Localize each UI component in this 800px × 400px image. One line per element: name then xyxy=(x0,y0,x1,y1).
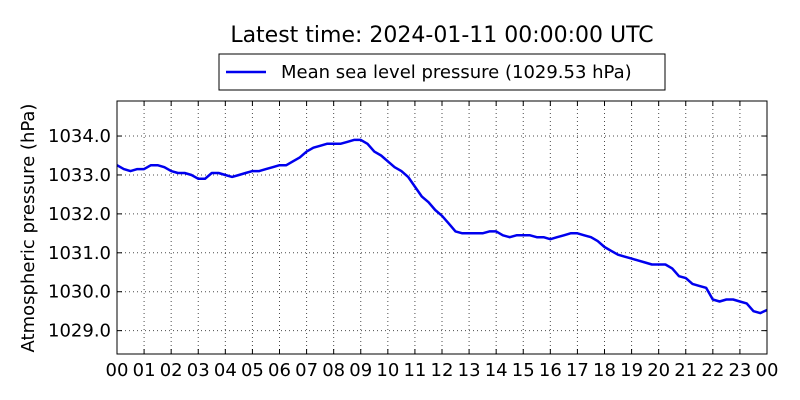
x-tick-label: 00 xyxy=(756,360,779,381)
y-tick-labels: 1029.0 1030.0 1031.0 1032.0 1033.0 1034.0 xyxy=(48,126,111,342)
x-tick-label: 05 xyxy=(241,360,264,381)
x-tick-label: 23 xyxy=(728,360,751,381)
grid xyxy=(117,101,767,354)
chart-title: Latest time: 2024-01-11 00:00:00 UTC xyxy=(230,23,653,48)
x-tick-label: 00 xyxy=(106,360,129,381)
y-tick-label: 1030.0 xyxy=(48,282,111,303)
x-tick-label: 12 xyxy=(431,360,454,381)
x-tick-label: 02 xyxy=(160,360,183,381)
tick-marks xyxy=(116,101,768,354)
x-tick-label: 22 xyxy=(701,360,724,381)
x-tick-label: 16 xyxy=(539,360,562,381)
x-tick-label: 17 xyxy=(566,360,589,381)
x-tick-label: 08 xyxy=(322,360,345,381)
x-tick-label: 04 xyxy=(214,360,237,381)
y-tick-label: 1033.0 xyxy=(48,165,111,186)
series-line-mean-sea-level-pressure xyxy=(116,138,768,315)
x-tick-label: 20 xyxy=(647,360,670,381)
y-tick-label: 1034.0 xyxy=(48,126,111,147)
x-tick-label: 14 xyxy=(485,360,508,381)
legend-box xyxy=(218,53,666,91)
x-tick-label: 18 xyxy=(593,360,616,381)
legend: Mean sea level pressure (1029.53 hPa) xyxy=(218,53,666,91)
x-tick-label: 21 xyxy=(674,360,697,381)
y-tick-label: 1032.0 xyxy=(48,204,111,225)
x-tick-label: 09 xyxy=(349,360,372,381)
x-tick-label: 15 xyxy=(512,360,535,381)
x-tick-label: 10 xyxy=(376,360,399,381)
x-tick-label: 11 xyxy=(403,360,426,381)
legend-label: Mean sea level pressure (1029.53 hPa) xyxy=(281,62,632,83)
y-axis-label: Atmospheric pressure (hPa) xyxy=(18,104,39,353)
x-tick-labels: 00 01 02 03 04 05 06 07 08 09 10 11 12 13 14 15 16 17 18 19… xyxy=(106,360,779,381)
x-tick-label: 07 xyxy=(295,360,318,381)
x-tick-label: 01 xyxy=(133,360,156,381)
series-layer xyxy=(116,138,768,315)
y-tick-label: 1029.0 xyxy=(48,321,111,342)
x-tick-label: 06 xyxy=(268,360,291,381)
x-tick-label: 13 xyxy=(458,360,481,381)
x-tick-label: 19 xyxy=(620,360,643,381)
y-tick-label: 1031.0 xyxy=(48,243,111,264)
x-tick-label: 03 xyxy=(187,360,210,381)
plot-frame xyxy=(116,100,768,355)
